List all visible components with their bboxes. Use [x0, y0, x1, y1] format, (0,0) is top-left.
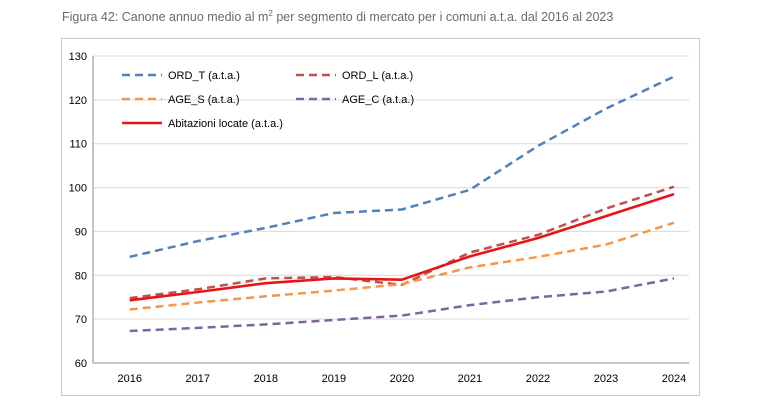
x-tick-label: 2018 — [254, 373, 278, 385]
y-tick-label: 70 — [75, 314, 87, 326]
y-tick-label: 90 — [75, 226, 87, 238]
x-tick-label: 2024 — [662, 373, 686, 385]
y-tick-label: 100 — [69, 183, 87, 195]
axes: 60 70 80 90 100 110 120 130 2016 2017 2018 2019 2020… — [69, 51, 689, 385]
x-tick-label: 2019 — [322, 373, 346, 385]
figure-title-text-suffix: per segmento di mercato per i comuni a.t… — [272, 10, 614, 25]
series-line — [129, 277, 675, 333]
y-tick-label: 60 — [75, 358, 87, 370]
series-line — [129, 221, 675, 311]
series-line — [129, 185, 675, 300]
x-tick-label: 2023 — [594, 373, 618, 385]
series-lines — [129, 75, 675, 333]
x-tick-label: 2021 — [458, 373, 482, 385]
x-tick-label: 2022 — [526, 373, 550, 385]
legend-label: ORD_T (a.t.a.) — [168, 70, 240, 82]
y-tick-label: 80 — [75, 270, 87, 282]
series-line — [129, 75, 675, 259]
x-tick-label: 2017 — [186, 373, 210, 385]
figure-title-text: Figura 42: Canone annuo medio al m — [62, 10, 269, 25]
y-tick-label: 130 — [69, 51, 87, 63]
series-line — [129, 192, 675, 302]
figure-title-superscript: 2 — [268, 9, 273, 18]
y-tick-label: 110 — [69, 139, 87, 151]
x-tick-label: 2016 — [117, 373, 141, 385]
figure-title: Figura 42: Canone annuo medio al m2 per … — [62, 9, 613, 24]
legend-label: Abitazioni locate (a.t.a.) — [168, 118, 283, 130]
line-chart: 60 70 80 90 100 110 120 130 2016 2017 2018 2019 2020… — [69, 51, 689, 385]
legend-label: AGE_S (a.t.a.) — [168, 94, 240, 106]
legend-label: ORD_L (a.t.a.) — [342, 70, 413, 82]
x-tick-label: 2020 — [390, 373, 414, 385]
legend-label: AGE_C (a.t.a.) — [342, 94, 414, 106]
legend: ORD_T (a.t.a.) ORD_L (a.t.a.) AGE_S (a.t.a… — [122, 70, 414, 130]
chart-frame: 60 70 80 90 100 110 120 130 2016 2017 2018 2019 2020… — [61, 38, 700, 396]
y-tick-label: 120 — [69, 95, 87, 107]
